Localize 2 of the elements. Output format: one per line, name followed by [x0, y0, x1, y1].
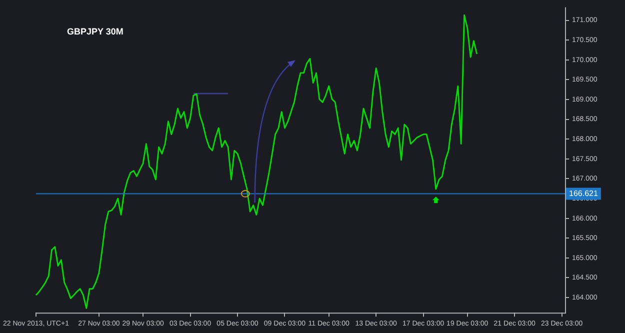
ref-line-label: 166.621	[569, 188, 598, 198]
text: GBPJPY 30M	[66, 26, 124, 37]
